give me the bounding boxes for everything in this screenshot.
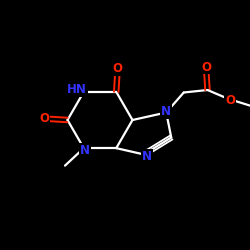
Text: O: O	[201, 60, 211, 74]
Text: N: N	[142, 150, 152, 164]
Text: HN: HN	[67, 83, 87, 96]
Text: O: O	[39, 112, 49, 125]
Text: O: O	[225, 94, 235, 107]
Text: O: O	[112, 62, 122, 74]
Text: N: N	[161, 105, 171, 118]
Text: N: N	[80, 144, 90, 157]
